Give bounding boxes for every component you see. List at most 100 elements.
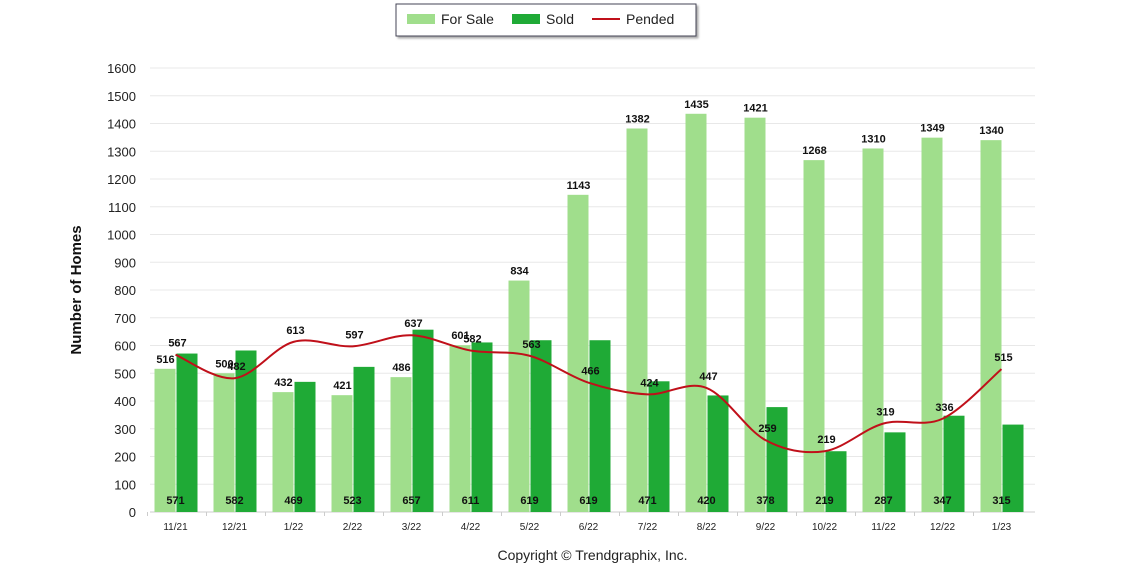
data-label-pended: 336 (935, 402, 953, 414)
data-label-sold: 571 (166, 495, 184, 507)
bar-for-sale (508, 280, 530, 512)
data-label-sold: 219 (815, 495, 833, 507)
data-label-sold: 582 (225, 495, 243, 507)
y-tick-label: 500 (114, 366, 136, 381)
data-label-pended: 219 (817, 434, 835, 446)
bar-for-sale (803, 160, 825, 512)
data-label-for-sale: 1435 (684, 99, 708, 111)
y-tick-label: 0 (129, 505, 136, 520)
data-label-sold: 619 (579, 495, 597, 507)
bar-sold (353, 366, 375, 512)
data-label-pended: 567 (168, 338, 186, 350)
x-tick-label: 4/22 (461, 522, 481, 533)
data-label-pended: 447 (699, 371, 717, 383)
y-tick-label: 1600 (107, 61, 136, 76)
data-label-sold: 619 (520, 495, 538, 507)
bar-for-sale (154, 368, 176, 512)
data-label-pended: 613 (286, 325, 304, 337)
y-tick-label: 300 (114, 422, 136, 437)
bar-sold (235, 350, 257, 512)
copyright: Copyright © Trendgraphix, Inc. (497, 547, 688, 563)
line-pended (175, 334, 1003, 454)
y-tick-label: 1300 (107, 144, 136, 159)
data-label-pended: 424 (640, 377, 659, 389)
legend-label-sold: Sold (546, 11, 574, 27)
y-tick-label: 100 (114, 477, 136, 492)
data-label-for-sale: 500 (215, 358, 233, 370)
data-label-sold: 378 (756, 495, 774, 507)
data-label-sold: 287 (874, 495, 892, 507)
data-label-sold: 420 (697, 495, 715, 507)
data-label-for-sale: 1382 (625, 113, 649, 125)
bar-sold (1002, 424, 1024, 512)
x-tick-label: 1/23 (992, 522, 1012, 533)
data-label-sold: 469 (284, 495, 302, 507)
bar-sold (294, 381, 316, 512)
x-tick-label: 8/22 (697, 522, 717, 533)
x-tick-label: 11/21 (163, 522, 188, 533)
y-tick-label: 1500 (107, 89, 136, 104)
bar-sold (412, 329, 434, 512)
bar-sold (471, 342, 493, 512)
bar-for-sale (449, 345, 471, 512)
data-label-pended: 515 (994, 352, 1012, 364)
bar-sold (707, 395, 729, 512)
x-tick-label: 2/22 (343, 522, 363, 533)
data-label-for-sale: 1310 (861, 133, 885, 145)
y-tick-label: 200 (114, 450, 136, 465)
data-label-for-sale: 516 (156, 354, 174, 366)
y-tick-label: 1200 (107, 172, 136, 187)
bar-sold (884, 432, 906, 512)
bar-sold (766, 407, 788, 512)
y-tick-label: 400 (114, 394, 136, 409)
legend (395, 3, 697, 37)
data-label-for-sale: 601 (451, 330, 469, 342)
y-tick-label: 1100 (108, 200, 136, 215)
y-tick-label: 900 (114, 255, 136, 270)
data-label-for-sale: 1349 (920, 123, 944, 135)
data-label-sold: 611 (462, 495, 480, 507)
y-tick-label: 1000 (107, 228, 136, 243)
legend-label-for-sale: For Sale (441, 11, 494, 27)
bar-for-sale (272, 392, 294, 512)
data-label-pended: 582 (463, 333, 481, 345)
x-tick-label: 6/22 (579, 522, 599, 533)
x-tick-label: 3/22 (402, 522, 422, 533)
data-label-pended: 259 (758, 423, 776, 435)
legend-swatch-for-sale (407, 14, 435, 24)
data-label-sold: 471 (638, 495, 656, 507)
data-label-pended: 637 (404, 318, 422, 330)
bar-sold (530, 340, 552, 512)
data-label-pended: 563 (522, 339, 540, 351)
y-tick-label: 1400 (107, 117, 136, 132)
data-label-for-sale: 421 (333, 380, 351, 392)
bar-for-sale (862, 148, 884, 512)
data-label-pended: 319 (876, 406, 894, 418)
x-tick-label: 10/22 (812, 522, 837, 533)
x-tick-label: 7/22 (638, 522, 658, 533)
y-tick-label: 700 (114, 311, 136, 326)
bar-for-sale (980, 140, 1002, 512)
legend-label-pended: Pended (626, 11, 674, 27)
data-label-for-sale: 1421 (743, 103, 767, 115)
bar-for-sale (626, 128, 648, 512)
x-tick-label: 1/22 (284, 522, 304, 533)
legend-swatch-sold (512, 14, 540, 24)
x-tick-label: 12/21 (222, 522, 247, 533)
bar-sold (825, 451, 847, 512)
data-label-pended: 482 (227, 361, 245, 373)
data-label-pended: 597 (345, 329, 363, 341)
bar-for-sale (921, 137, 943, 512)
data-label-for-sale: 1143 (567, 180, 591, 192)
x-tick-label: 12/22 (930, 522, 955, 533)
x-tick-label: 9/22 (756, 522, 776, 533)
bar-for-sale (744, 117, 766, 513)
bar-sold (589, 340, 611, 512)
data-label-for-sale: 432 (274, 377, 292, 389)
bar-sold (176, 353, 198, 512)
data-label-for-sale: 834 (510, 266, 529, 278)
data-label-sold: 523 (343, 495, 361, 507)
bar-for-sale (213, 373, 235, 512)
y-tick-label: 600 (114, 339, 136, 354)
